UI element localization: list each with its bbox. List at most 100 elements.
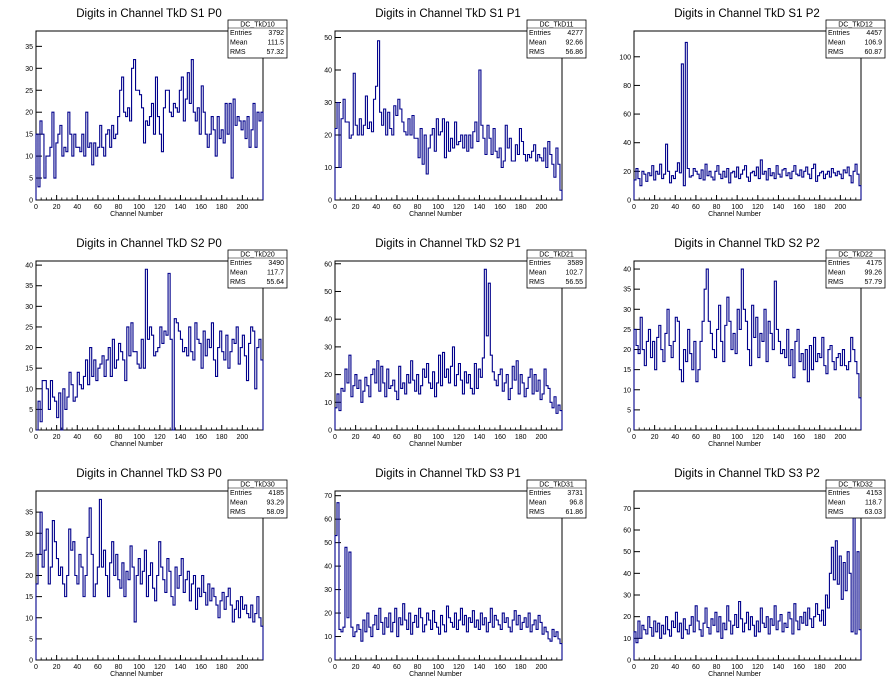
x-tick-label: 20 xyxy=(53,434,61,441)
stats-label: Entries xyxy=(828,260,850,267)
y-tick-label: 50 xyxy=(324,289,332,296)
y-tick-label: 15 xyxy=(25,594,33,601)
x-tick-label: 40 xyxy=(671,434,679,441)
x-tick-label: 0 xyxy=(632,434,636,441)
stats-entries: 4457 xyxy=(866,30,882,37)
chart-svg: Digits in Channel TkD S3 P00 20 40 60 80 100 1… xyxy=(25,468,288,678)
stats-label: Mean xyxy=(230,270,248,277)
x-tick-label: 20 xyxy=(352,204,360,211)
y-tick-label: 30 xyxy=(324,100,332,107)
x-tick-label: 200 xyxy=(536,664,548,671)
stats-label: Entries xyxy=(828,490,850,497)
histogram-pad-s1-p1: Digits in Channel TkD S1 P1 0 20 40 60 80 100 1… xyxy=(299,0,597,230)
y-tick-label: 40 xyxy=(623,571,631,578)
stats-label: RMS xyxy=(828,509,844,516)
x-tick-label: 0 xyxy=(632,664,636,671)
x-tick-label: 80 xyxy=(713,434,721,441)
y-tick-label: 35 xyxy=(25,283,33,290)
stats-label: Entries xyxy=(529,260,551,267)
x-tick-label: 180 xyxy=(515,434,527,441)
x-tick-label: 160 xyxy=(793,204,805,211)
x-tick-label: 60 xyxy=(393,664,401,671)
x-tick-label: 160 xyxy=(195,434,207,441)
y-tick-label: 20 xyxy=(324,611,332,618)
x-tick-label: 40 xyxy=(372,664,380,671)
x-axis-label: Channel Number xyxy=(708,671,762,678)
x-tick-label: 80 xyxy=(115,434,123,441)
stats-name: DC_TkD32 xyxy=(838,482,873,489)
chart-title: Digits in Channel TkD S1 P1 xyxy=(375,8,521,20)
x-tick-label: 140 xyxy=(175,664,187,671)
y-tick-label: 20 xyxy=(623,614,631,621)
y-tick-label: 15 xyxy=(623,367,631,374)
x-tick-label: 60 xyxy=(692,434,700,441)
y-tick-label: 0 xyxy=(29,428,33,435)
x-tick-label: 60 xyxy=(692,204,700,211)
x-tick-label: 160 xyxy=(195,204,207,211)
stats-label: RMS xyxy=(529,49,545,56)
stats-label: RMS xyxy=(230,49,246,56)
chart-title: Digits in Channel TkD S2 P1 xyxy=(375,238,521,250)
x-tick-label: 40 xyxy=(671,664,679,671)
stats-label: Entries xyxy=(230,260,252,267)
stats-label: Mean xyxy=(828,500,846,507)
x-tick-label: 160 xyxy=(793,434,805,441)
y-tick-label: 50 xyxy=(324,540,332,547)
stats-entries: 3792 xyxy=(268,30,284,37)
stats-entries: 4277 xyxy=(567,30,583,37)
chart-svg: Digits in Channel TkD S2 P20 20 40 60 80 100 1… xyxy=(623,238,886,448)
x-axis-label: Channel Number xyxy=(409,671,463,678)
x-tick-label: 180 xyxy=(814,434,826,441)
y-tick-label: 20 xyxy=(25,345,33,352)
stats-name: DC_TkD30 xyxy=(240,482,275,489)
x-tick-label: 40 xyxy=(372,434,380,441)
x-tick-label: 100 xyxy=(133,434,145,441)
x-tick-label: 180 xyxy=(216,664,228,671)
y-tick-label: 0 xyxy=(328,198,332,205)
x-tick-label: 80 xyxy=(414,204,422,211)
stats-label: Mean xyxy=(828,270,846,277)
x-tick-label: 200 xyxy=(835,434,847,441)
x-tick-label: 0 xyxy=(333,204,337,211)
stats-mean: 102.7 xyxy=(565,270,583,277)
stats-name: DC_TkD31 xyxy=(539,482,574,489)
x-tick-label: 0 xyxy=(632,204,636,211)
x-tick-label: 80 xyxy=(414,664,422,671)
chart-svg: Digits in Channel TkD S2 P10 20 40 60 80 100 1… xyxy=(324,238,587,448)
y-tick-label: 35 xyxy=(25,510,33,517)
y-tick-label: 40 xyxy=(623,267,631,274)
stats-box xyxy=(526,479,587,519)
y-tick-label: 0 xyxy=(627,428,631,435)
x-tick-label: 120 xyxy=(752,664,764,671)
histogram-series-line xyxy=(334,40,563,200)
stats-box xyxy=(526,249,587,289)
y-tick-label: 70 xyxy=(623,506,631,513)
y-tick-label: 5 xyxy=(29,636,33,643)
x-axis-label: Channel Number xyxy=(110,441,164,448)
chart-title: Digits in Channel TkD S3 P0 xyxy=(76,468,222,480)
x-tick-label: 140 xyxy=(175,434,187,441)
chart-svg: Digits in Channel TkD S2 P00 20 40 60 80 100 1… xyxy=(25,238,288,448)
x-axis-label: Channel Number xyxy=(409,211,463,218)
y-tick-label: 10 xyxy=(25,615,33,622)
x-tick-label: 160 xyxy=(494,434,506,441)
y-tick-label: 20 xyxy=(25,573,33,580)
x-axis-label: Channel Number xyxy=(409,441,463,448)
x-tick-label: 60 xyxy=(393,204,401,211)
x-tick-label: 200 xyxy=(237,204,249,211)
x-tick-label: 40 xyxy=(73,434,81,441)
y-tick-label: 0 xyxy=(328,428,332,435)
y-tick-label: 60 xyxy=(623,112,631,119)
x-tick-label: 40 xyxy=(671,204,679,211)
x-tick-label: 200 xyxy=(835,204,847,211)
x-tick-label: 40 xyxy=(73,664,81,671)
x-tick-label: 120 xyxy=(453,204,465,211)
y-tick-label: 60 xyxy=(623,528,631,535)
stats-name: DC_TkD22 xyxy=(838,252,873,259)
x-tick-label: 120 xyxy=(154,204,166,211)
x-tick-label: 0 xyxy=(34,204,38,211)
x-tick-label: 140 xyxy=(175,204,187,211)
x-tick-label: 0 xyxy=(333,434,337,441)
stats-label: RMS xyxy=(529,279,545,286)
stats-rms: 61.86 xyxy=(565,509,583,516)
